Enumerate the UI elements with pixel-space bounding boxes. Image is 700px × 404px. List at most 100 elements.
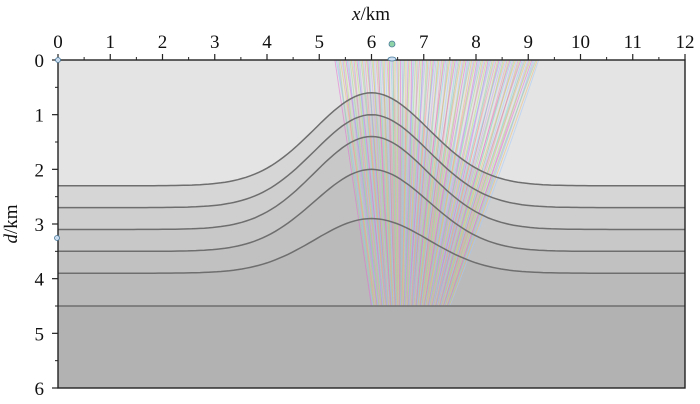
ray-path xyxy=(426,60,475,307)
layer-boundary-line xyxy=(58,217,685,274)
ray-path xyxy=(439,60,511,307)
ray-path xyxy=(421,60,462,307)
x-tick-label: 2 xyxy=(158,32,168,53)
ray-path xyxy=(441,60,516,307)
x-tick-label: 8 xyxy=(471,32,481,53)
ray-path xyxy=(385,60,395,307)
ray-path xyxy=(378,60,392,307)
layer-boundary-line xyxy=(58,168,685,253)
layer-boundary-line xyxy=(58,113,685,209)
x-tick-label: 10 xyxy=(571,32,590,53)
x-tick-label: 5 xyxy=(315,32,325,53)
ray-path xyxy=(408,60,426,307)
ray-path xyxy=(368,60,388,307)
ray-path xyxy=(423,60,466,307)
x-tick-label: 11 xyxy=(624,32,642,53)
ray-path xyxy=(430,60,486,307)
ray-path xyxy=(445,60,527,307)
ray-path xyxy=(436,60,501,307)
ray-path xyxy=(364,60,386,307)
ray-path xyxy=(427,60,477,307)
y-tick-label: 0 xyxy=(35,51,45,72)
ray-path xyxy=(428,60,481,307)
ray-path xyxy=(357,60,384,307)
ray-path xyxy=(436,60,503,307)
ray-path xyxy=(399,60,402,307)
ray-path xyxy=(349,60,380,307)
x-axis: 0 1 2 3 4 5 6 7 8 9 10 11 12 xyxy=(53,32,695,60)
ray-path xyxy=(370,60,389,307)
ray-path xyxy=(344,60,377,307)
ray-path xyxy=(396,60,400,307)
y-axis-title: d/km xyxy=(1,204,22,243)
ray-path xyxy=(342,60,377,307)
ray-path xyxy=(405,60,417,307)
y-tick-label: 1 xyxy=(35,106,45,127)
ray-path xyxy=(402,60,410,307)
ray-path xyxy=(389,60,396,307)
ray-path xyxy=(359,60,384,307)
ray-path xyxy=(423,60,467,307)
x-tick-label: 4 xyxy=(262,32,272,53)
ray-path xyxy=(434,60,496,307)
ray-path xyxy=(348,60,379,307)
ray-path xyxy=(441,60,518,307)
ray-path xyxy=(353,60,382,307)
ray-path xyxy=(394,60,399,307)
ray-path xyxy=(449,60,540,307)
y-tick-label: 2 xyxy=(35,160,45,181)
x-axis-title: x/km xyxy=(351,4,390,25)
ray-path xyxy=(429,60,482,307)
ray-path xyxy=(410,60,432,307)
ray-path xyxy=(431,60,488,307)
y-tick-label: 3 xyxy=(35,215,45,236)
ray-path xyxy=(447,60,533,307)
ray-path xyxy=(417,60,451,307)
layer-fill xyxy=(58,306,685,388)
ray-path xyxy=(418,60,452,307)
ray-path xyxy=(379,60,393,307)
ray-path xyxy=(410,60,430,307)
ray-path xyxy=(448,60,538,307)
ray-path xyxy=(414,60,441,307)
x-tick-label: 12 xyxy=(676,32,695,53)
ray-path xyxy=(432,60,492,307)
y-tick-label: 5 xyxy=(35,324,45,345)
ray-path xyxy=(437,60,507,307)
receiver-marker xyxy=(54,40,397,241)
ray-path xyxy=(419,60,456,307)
ray-path xyxy=(392,60,398,307)
ray-path xyxy=(415,60,445,307)
x-tick-label: 9 xyxy=(524,32,534,53)
ray-path xyxy=(412,60,437,307)
ray-path xyxy=(338,60,375,307)
ray-path xyxy=(412,60,436,307)
x-tick-label: 6 xyxy=(367,32,377,53)
y-tick-label: 6 xyxy=(35,379,45,400)
ray-path xyxy=(400,60,406,307)
ray-path xyxy=(383,60,394,307)
y-axis: 0 1 2 3 4 5 6 xyxy=(35,51,58,400)
ray-path xyxy=(374,60,390,307)
ray-path xyxy=(416,60,447,307)
ray-path xyxy=(425,60,471,307)
layer-boundary-line xyxy=(58,135,685,231)
ray-path xyxy=(404,60,415,307)
ray-path xyxy=(448,60,537,307)
layer-boundary-line xyxy=(58,92,685,187)
x-tick-label: 0 xyxy=(53,32,63,53)
ray-path xyxy=(446,60,531,307)
ray-path xyxy=(334,60,372,307)
ray-path xyxy=(439,60,512,307)
y-tick-label: 4 xyxy=(35,270,45,291)
ray-fan xyxy=(334,60,540,307)
ray-path xyxy=(444,60,526,307)
layer-boundaries xyxy=(58,92,685,307)
x-tick-label: 1 xyxy=(106,32,116,53)
ray-path xyxy=(363,60,386,307)
x-tick-label: 7 xyxy=(419,32,429,53)
ray-path xyxy=(406,60,421,307)
ray-path xyxy=(443,60,522,307)
x-tick-label: 3 xyxy=(210,32,220,53)
